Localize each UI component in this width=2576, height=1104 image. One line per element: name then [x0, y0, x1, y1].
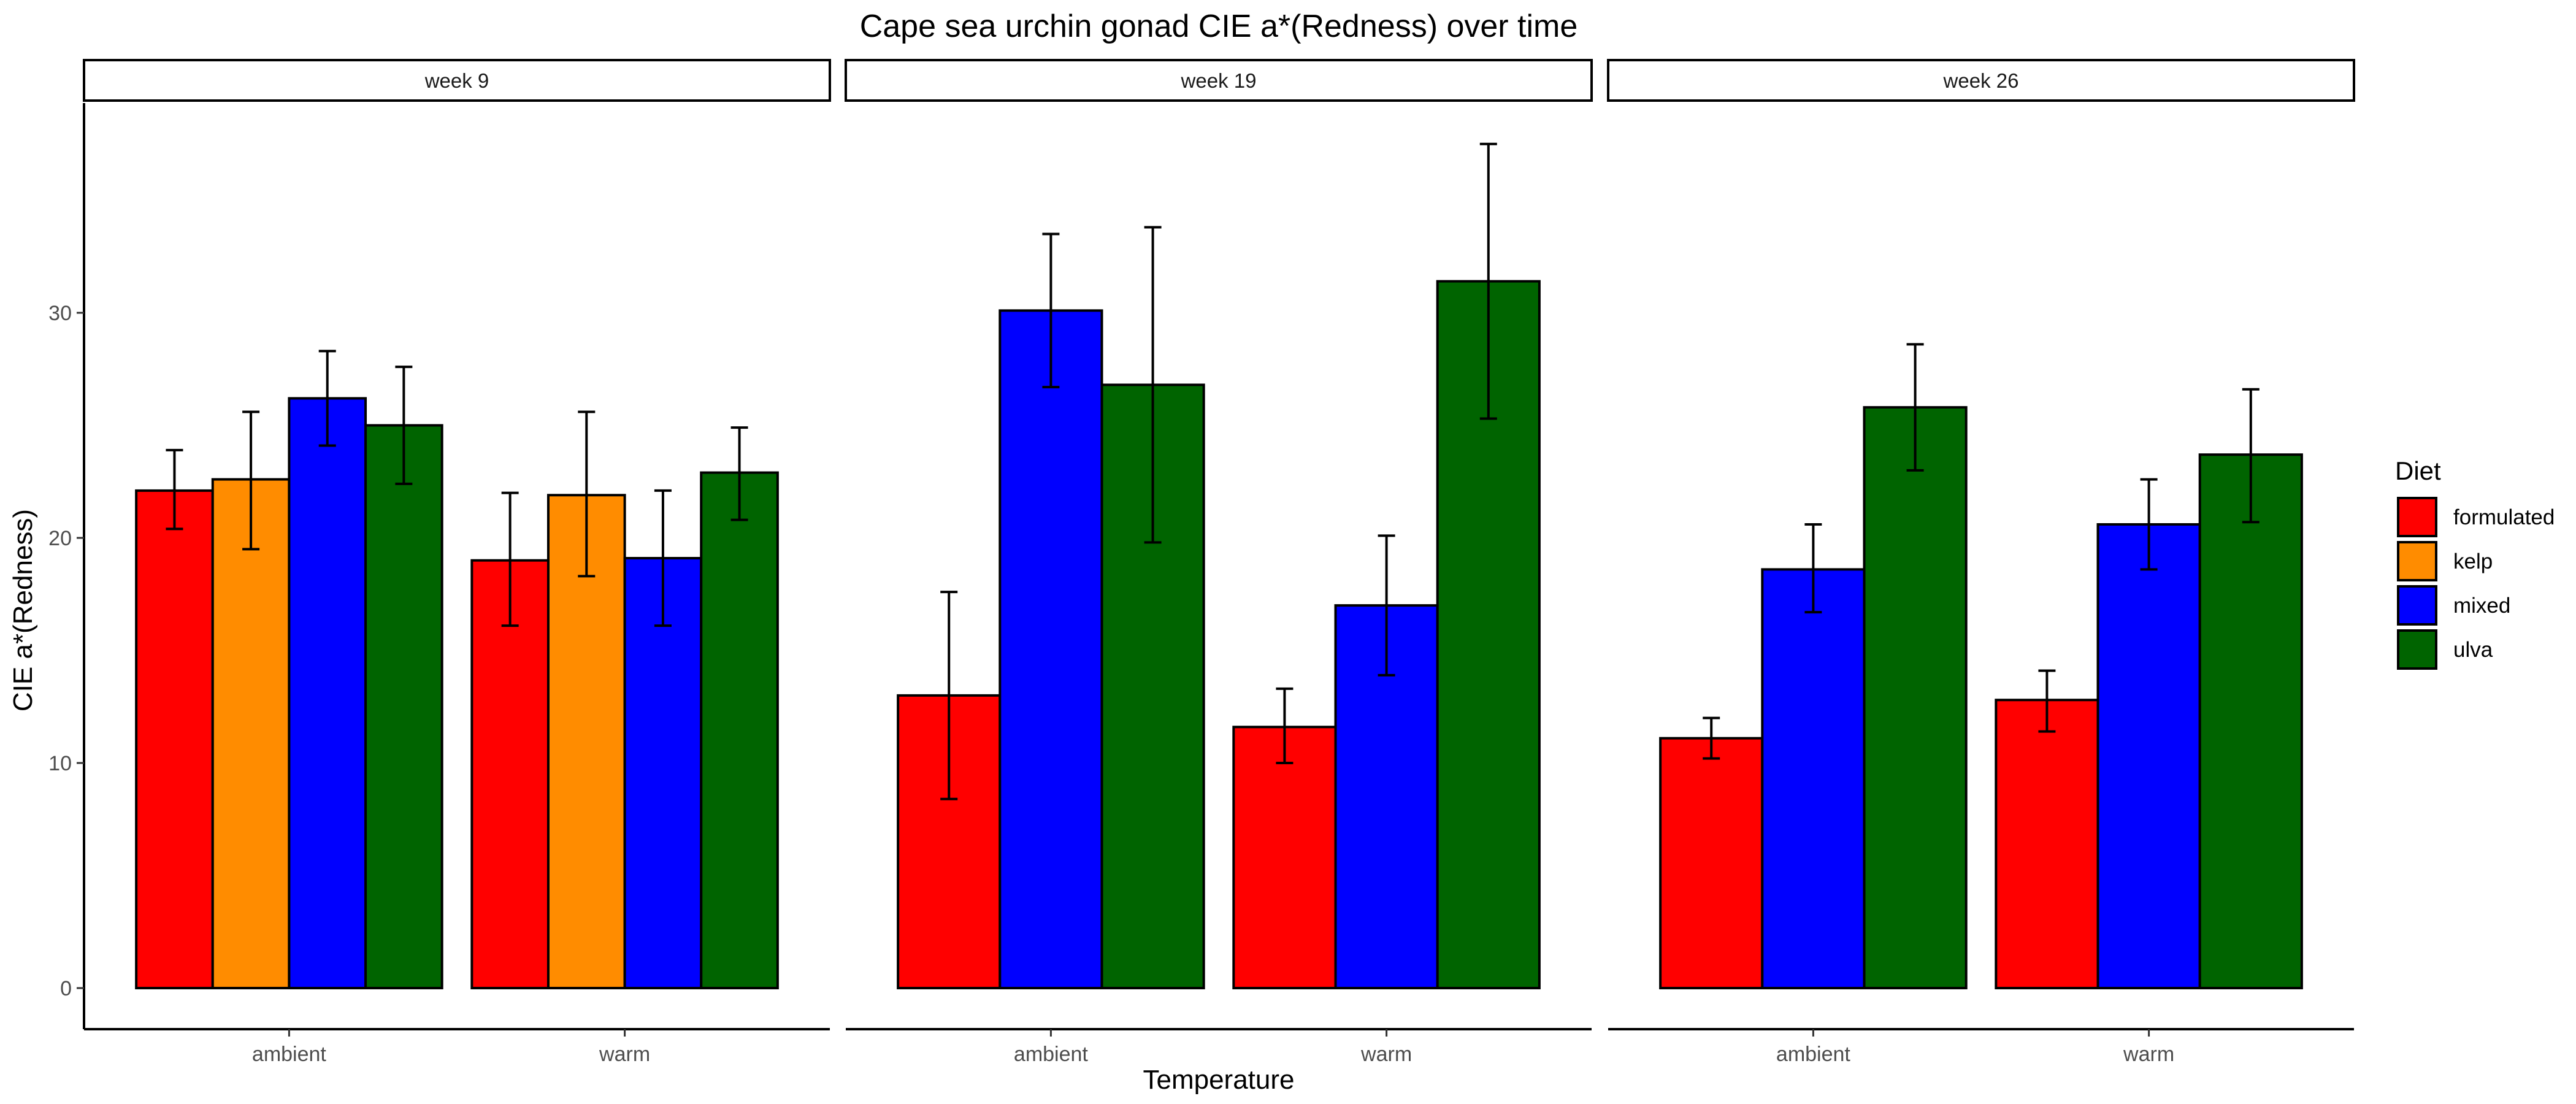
bar	[1863, 406, 1968, 989]
x-tick-label: warm	[599, 1043, 650, 1066]
bar	[364, 424, 443, 989]
y-axis: 0 10 20 30	[48, 103, 85, 1029]
legend-label: mixed	[2453, 594, 2510, 618]
x-tick-label: warm	[2123, 1043, 2174, 1066]
facet-strip	[845, 59, 1593, 102]
bar	[2096, 523, 2201, 989]
legend-swatch	[2397, 585, 2437, 626]
legend-label: kelp	[2453, 550, 2493, 573]
facet-strip-label: week 26	[1943, 69, 2019, 92]
legend-swatch	[2397, 629, 2437, 670]
bar	[999, 309, 1103, 990]
facet-strip	[83, 59, 831, 102]
bar	[211, 478, 291, 989]
legend-swatch	[2397, 541, 2437, 581]
y-tick-label: 20	[48, 527, 72, 550]
facet-strip	[1607, 59, 2355, 102]
x-tick-label: ambient	[252, 1043, 327, 1066]
bar	[2198, 453, 2303, 989]
bar	[1232, 726, 1337, 990]
bar	[700, 471, 779, 989]
legend-label: ulva	[2453, 638, 2493, 662]
y-tick-label: 10	[48, 752, 72, 775]
bar	[1659, 737, 1764, 989]
facet-panel: week 19 ambient warm	[845, 59, 1593, 1066]
y-tick-label: 0	[60, 977, 72, 1000]
legend: formulated kelp mixed ulva	[2397, 497, 2555, 670]
bar	[1100, 383, 1205, 989]
bar	[288, 397, 367, 989]
facet-panel: week 26 ambient warm	[1607, 59, 2355, 1066]
bar	[1761, 568, 1866, 989]
x-axis-title: Temperature	[1143, 1065, 1294, 1095]
bar	[1995, 699, 2099, 989]
bar	[135, 489, 214, 989]
chart-title: Cape sea urchin gonad CIE a*(Redness) ov…	[860, 9, 1578, 44]
facet-strip-label: week 9	[424, 69, 489, 92]
x-tick-label: warm	[1360, 1043, 1412, 1066]
x-tick-label: ambient	[1776, 1043, 1851, 1066]
x-tick-label: ambient	[1014, 1043, 1089, 1066]
legend-title: Diet	[2395, 456, 2441, 485]
facet-panel: week 9 ambient warm	[83, 59, 831, 1066]
facet-strip-label: week 19	[1181, 69, 1257, 92]
y-axis-title: CIE a*(Redness)	[8, 509, 38, 711]
y-tick-label: 30	[48, 302, 72, 325]
legend-label: formulated	[2453, 505, 2555, 529]
legend-swatch	[2397, 497, 2437, 537]
